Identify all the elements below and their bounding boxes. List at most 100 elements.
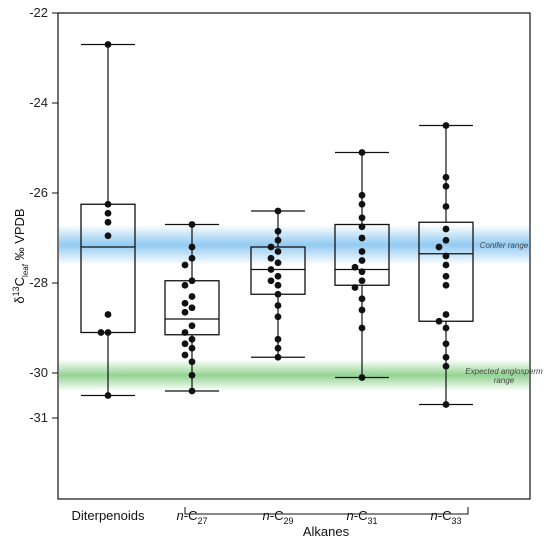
point-2-2 <box>274 236 282 244</box>
point-4-1 <box>442 173 450 181</box>
point-4-14 <box>442 340 450 348</box>
point-4-5 <box>442 236 450 244</box>
x-label-base-1: -C <box>184 508 198 523</box>
point-4-0 <box>442 122 450 129</box>
x-label-sub-3: 31 <box>367 516 377 526</box>
point-4-7 <box>442 252 450 260</box>
x-label-base-3: -C <box>354 508 368 523</box>
x-label-name-0: Diterpenoids <box>72 508 145 523</box>
point-1-11 <box>181 329 189 336</box>
y-axis-title: δ13Cleaf ‰ VPDB <box>11 208 30 303</box>
point-2-15 <box>274 344 282 352</box>
point-3-11 <box>351 284 359 291</box>
point-2-12 <box>274 302 282 309</box>
point-2-13 <box>274 313 282 321</box>
y-axis: -22 -24 -26 -28 -30 -31 <box>29 5 58 425</box>
point-1-15 <box>181 351 189 359</box>
point-4-8 <box>442 261 450 269</box>
x-label-base-4: -C <box>438 508 452 523</box>
point-0-5 <box>104 311 112 318</box>
point-2-16 <box>274 353 282 361</box>
point-2-8 <box>274 272 282 280</box>
x-label-prefix-1: n <box>177 508 184 523</box>
band-label-0-0: Conifer range <box>480 241 529 250</box>
y-tick-label-3: -28 <box>29 275 48 290</box>
point-3-4 <box>358 223 366 231</box>
point-0-4 <box>104 232 112 240</box>
y-tick-label-4: -30 <box>29 365 48 380</box>
point-4-3 <box>442 203 450 210</box>
point-1-1 <box>188 243 196 251</box>
point-3-0 <box>358 149 366 156</box>
point-1-16 <box>188 358 196 366</box>
point-2-11 <box>274 290 282 298</box>
band-1 <box>59 359 529 391</box>
point-1-3 <box>181 261 189 269</box>
point-3-13 <box>358 306 366 314</box>
x-label-prefix-2: n <box>263 508 270 523</box>
point-2-7 <box>267 266 275 273</box>
x-label-1: n-C27 <box>177 508 208 526</box>
point-0-2 <box>104 209 112 217</box>
point-1-2 <box>188 254 196 262</box>
point-3-8 <box>351 263 359 271</box>
y-tick-label-1: -24 <box>29 95 48 110</box>
point-4-17 <box>442 401 450 408</box>
y-tick-label-5: -31 <box>29 410 48 425</box>
point-2-14 <box>274 335 282 343</box>
point-0-0 <box>104 41 112 48</box>
band-label-1-0: Expected angiosperm <box>465 367 543 376</box>
x-label-2: n-C29 <box>263 508 294 526</box>
point-4-11 <box>442 311 450 318</box>
point-2-9 <box>267 277 275 285</box>
x-label-prefix-3: n <box>347 508 354 523</box>
point-2-4 <box>274 248 282 255</box>
alkanes-bracket <box>184 507 469 515</box>
point-3-6 <box>358 248 366 255</box>
x-label-3: n-C31 <box>347 508 378 526</box>
point-1-8 <box>188 304 196 312</box>
y-tick-label-2: -26 <box>29 185 48 200</box>
point-3-10 <box>358 277 366 285</box>
point-1-7 <box>181 299 189 307</box>
point-4-13 <box>442 324 450 332</box>
y-tick-label-0: -22 <box>29 5 48 20</box>
point-2-5 <box>267 254 275 262</box>
point-1-0 <box>188 221 196 228</box>
point-3-5 <box>358 234 366 242</box>
point-0-3 <box>104 218 112 226</box>
point-0-6 <box>104 329 112 336</box>
x-label-0: Diterpenoids <box>72 508 145 523</box>
point-3-2 <box>358 200 366 208</box>
point-3-1 <box>358 191 366 199</box>
point-2-10 <box>274 281 282 289</box>
x-label-sub-4: 33 <box>451 516 461 526</box>
point-3-3 <box>358 214 366 222</box>
point-3-7 <box>358 257 366 264</box>
point-4-6 <box>435 243 443 251</box>
point-1-9 <box>181 308 189 316</box>
x-label-prefix-4: n <box>431 508 438 523</box>
band-0 <box>59 224 529 265</box>
point-1-5 <box>181 281 189 289</box>
x-label-sub-2: 29 <box>283 516 293 526</box>
point-3-15 <box>358 374 366 381</box>
x-label-4: n-C33 <box>431 508 462 526</box>
point-0-1 <box>104 200 112 208</box>
plot-frame <box>57 12 531 500</box>
point-4-9 <box>442 272 450 280</box>
point-4-2 <box>442 182 450 190</box>
point-3-12 <box>358 295 366 303</box>
point-1-12 <box>188 335 196 343</box>
point-0-7 <box>97 329 105 336</box>
point-1-17 <box>188 371 196 379</box>
point-4-16 <box>442 362 450 370</box>
point-1-18 <box>188 387 196 395</box>
point-2-0 <box>274 207 282 215</box>
point-4-4 <box>442 225 450 233</box>
point-1-10 <box>188 322 196 330</box>
x-label-base-2: -C <box>270 508 284 523</box>
band-label-1-1: range <box>494 376 515 385</box>
